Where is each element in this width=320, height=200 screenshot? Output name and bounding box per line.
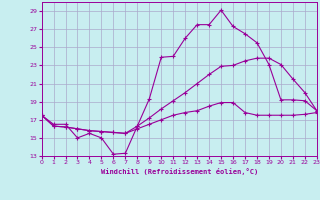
X-axis label: Windchill (Refroidissement éolien,°C): Windchill (Refroidissement éolien,°C) [100,168,258,175]
